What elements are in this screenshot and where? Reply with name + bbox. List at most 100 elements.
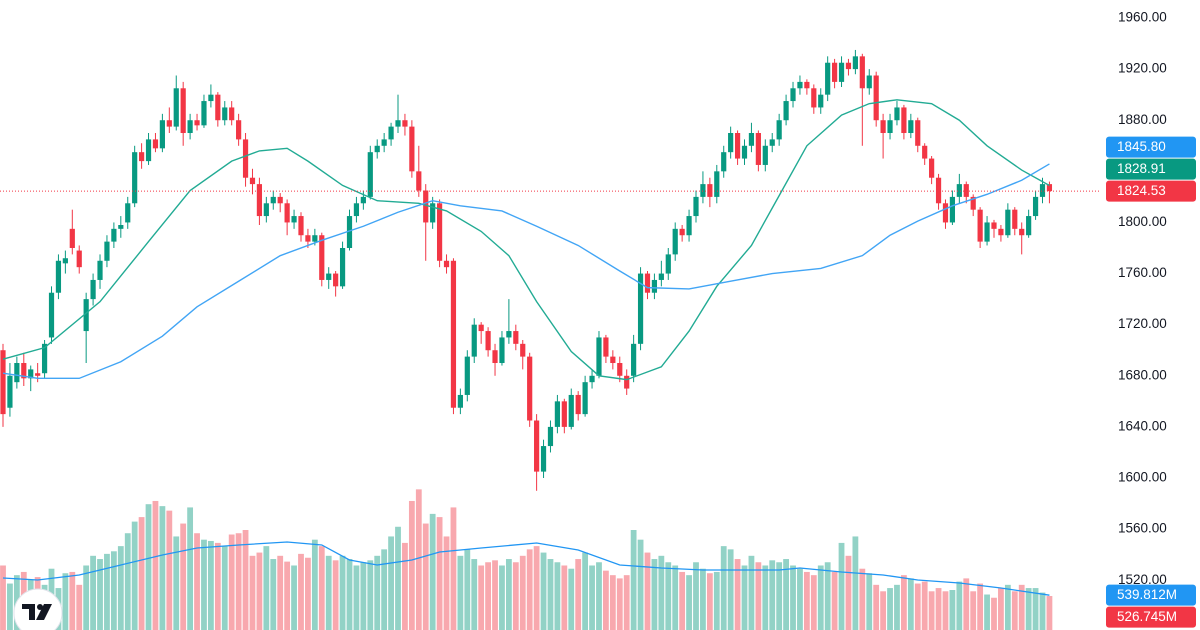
- volume-bar: [291, 565, 297, 630]
- ma-value-label-box: [1106, 136, 1196, 158]
- volume-bar: [318, 546, 325, 630]
- volume-bar: [706, 573, 713, 630]
- candle-body: [76, 250, 82, 268]
- price-axis: 1960.001920.001880.001840.001800.001760.…: [1106, 10, 1196, 628]
- volume-bar: [568, 568, 575, 630]
- volume-bar: [464, 549, 471, 630]
- logo-mark: [37, 604, 43, 610]
- candle-body: [333, 273, 339, 287]
- volume-bar: [901, 575, 907, 630]
- volume-bar: [180, 523, 187, 630]
- volume-bar: [443, 536, 450, 630]
- candle-body: [880, 120, 886, 134]
- candle-body: [679, 228, 685, 236]
- candle-body: [409, 126, 415, 172]
- volume-bar: [658, 555, 665, 630]
- candle-body: [242, 139, 249, 178]
- volume-bar: [630, 530, 637, 630]
- last-volume-label: 526.745M: [1117, 609, 1177, 624]
- candle-body: [215, 94, 221, 121]
- candle-body: [485, 331, 491, 351]
- candle-body: [430, 203, 436, 223]
- volume-bar: [325, 555, 332, 630]
- candle-body: [125, 203, 131, 223]
- candle-body: [118, 225, 124, 229]
- candle-body: [589, 375, 595, 383]
- candle-body: [527, 356, 533, 421]
- volume-bar: [873, 584, 880, 630]
- candle-body: [970, 196, 976, 210]
- candle-body: [644, 273, 651, 293]
- candle-body: [935, 177, 942, 204]
- candle-body: [367, 152, 373, 197]
- candle-body: [762, 145, 768, 165]
- volume-bar: [762, 565, 769, 630]
- candle-body: [1039, 184, 1046, 197]
- logo[interactable]: [13, 588, 63, 630]
- volume-bar: [457, 555, 464, 630]
- volume-bar: [769, 560, 776, 630]
- volume-bar: [845, 555, 852, 630]
- volume-bar: [880, 591, 887, 630]
- volume-bar: [838, 542, 845, 630]
- candle-body: [305, 235, 311, 242]
- volume-bar: [526, 549, 533, 630]
- candle-body: [236, 120, 242, 140]
- volume-bar: [644, 552, 651, 630]
- volume-ma-label-box: [1106, 584, 1196, 606]
- y-tick-label: 1680.00: [1118, 367, 1167, 382]
- y-tick-label: 1920.00: [1118, 61, 1167, 76]
- candle-body: [984, 222, 990, 242]
- volume-bar: [713, 571, 720, 630]
- candle-body: [818, 94, 824, 108]
- candle-body: [624, 375, 630, 389]
- candle-body: [915, 120, 921, 146]
- candle-body: [1026, 216, 1032, 236]
- candle-body: [492, 350, 498, 364]
- volume-bar: [665, 562, 672, 630]
- volume-bar: [346, 559, 353, 630]
- y-tick-label: 1800.00: [1118, 214, 1167, 229]
- candle-body: [603, 337, 609, 357]
- volume-bar: [124, 533, 131, 630]
- candle-body: [194, 120, 200, 126]
- volume-bar: [734, 559, 741, 630]
- candle-body: [991, 222, 997, 229]
- volume-bar: [831, 571, 838, 630]
- candle-body: [152, 139, 159, 149]
- last-price-label: 1824.53: [1117, 183, 1166, 198]
- y-tick-label: 1560.00: [1118, 521, 1167, 536]
- volume-bar: [803, 571, 810, 630]
- candle-body: [132, 152, 138, 204]
- candle-body: [707, 184, 713, 197]
- candle-body: [776, 120, 782, 140]
- volume-bar: [679, 571, 686, 630]
- volume-bar: [505, 559, 512, 630]
- volume-bar: [748, 555, 755, 630]
- candle-body: [388, 126, 394, 140]
- volume-bar: [817, 565, 824, 630]
- volume-bar: [339, 555, 346, 630]
- candle-body: [222, 107, 228, 121]
- candle-body: [381, 139, 387, 146]
- volume-bar: [907, 578, 914, 630]
- volume-bar: [499, 565, 505, 630]
- candle-body: [506, 331, 512, 338]
- candle-body: [852, 56, 858, 70]
- candle-body: [173, 88, 179, 127]
- candle-body: [312, 235, 318, 242]
- volume-bar: [159, 506, 166, 630]
- volume-bar: [1032, 588, 1039, 630]
- candle-body: [672, 228, 678, 255]
- candle-body: [450, 260, 457, 408]
- candle-body: [887, 120, 893, 134]
- volume-bar: [651, 559, 658, 630]
- volume-bar: [422, 523, 429, 630]
- volume-bar: [7, 583, 13, 630]
- volume-bar: [415, 489, 422, 630]
- volume-bar: [582, 552, 589, 630]
- last-volume-label-box: [1106, 606, 1196, 628]
- candle-body: [55, 260, 62, 293]
- volume-bar: [727, 549, 734, 630]
